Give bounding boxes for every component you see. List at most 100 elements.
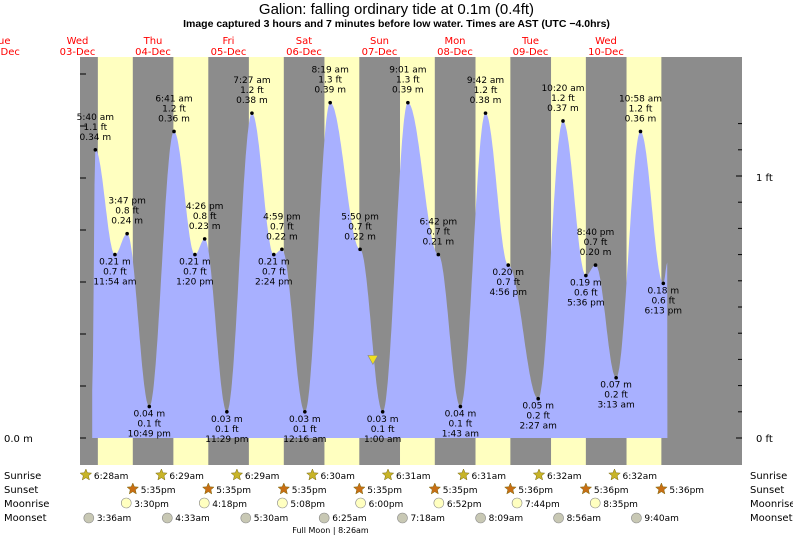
day-label: Wed [67, 36, 89, 47]
sunrise-time: 6:29am [245, 472, 280, 482]
moonrise-time: 6:00pm [369, 500, 404, 510]
sunset-time: 5:35pm [443, 486, 478, 496]
tide-meters-label: 0.03 m [289, 415, 321, 425]
moonset-icon [83, 512, 95, 524]
day-label: Mon [444, 36, 465, 47]
sunrise-icon [381, 468, 395, 481]
moonrise-time: 6:52pm [447, 500, 482, 510]
sunset-time: 5:35pm [141, 486, 176, 496]
sunset-icon [504, 482, 517, 495]
tide-time-label: 3:47 pm [108, 197, 146, 207]
tide-extreme-point [358, 247, 362, 252]
tide-extreme-point [147, 404, 152, 409]
tide-time-label: 11:54 am [93, 278, 136, 288]
tide-feet-label: 1.2 ft [240, 86, 264, 96]
sunrise-time: 6:32am [547, 472, 582, 482]
tide-meters-label: 0.22 m [266, 232, 298, 242]
tide-extreme-point [661, 281, 666, 286]
tide-feet-label: 0.6 ft [574, 289, 598, 299]
day-label: Thu [143, 36, 163, 47]
tide-time-label: 12:16 am [283, 435, 326, 445]
date-label: 06-Dec [286, 47, 322, 58]
tide-extreme-point [280, 247, 284, 252]
tide-extreme-point [458, 404, 463, 409]
tide-feet-label: 1.2 ft [162, 104, 186, 114]
tide-feet-label: 0.1 ft [449, 420, 473, 430]
tide-meters-label: 0.21 m [422, 238, 454, 248]
tide-time-label: 2:27 am [520, 422, 557, 432]
tide-feet-label: 0.7 ft [584, 238, 608, 248]
tide-extreme-point [561, 119, 565, 123]
tide-meters-label: 0.36 m [625, 114, 657, 124]
tide-extreme-point [436, 252, 441, 257]
date-label: 08-Dec [437, 47, 473, 58]
sunrise-time: 6:30am [320, 472, 355, 482]
tide-meters-label: 0.39 m [314, 86, 346, 96]
tide-time-label: 1:43 am [442, 430, 479, 440]
almanac-row-label-left: Moonset [4, 513, 47, 524]
sunset-time: 5:36pm [669, 486, 704, 496]
tide-feet-label: 1.1 ft [83, 123, 107, 133]
tide-extreme-point [113, 252, 117, 257]
day-label: Tue [521, 36, 539, 47]
day-label: Sun [370, 36, 389, 47]
tide-meters-label: 0.20 m [580, 248, 612, 258]
moonrise-icon [198, 497, 210, 509]
y-tick-label-right: 1 ft [756, 173, 773, 184]
tide-extreme-point [303, 410, 307, 414]
tide-meters-label: 0.03 m [211, 415, 243, 425]
moonset-time: 8:09am [489, 514, 524, 524]
tide-extreme-point [584, 273, 588, 278]
moonrise-time: 5:08pm [290, 500, 325, 510]
moonrise-time: 8:35pm [603, 500, 638, 510]
tide-extreme-point [614, 375, 618, 380]
tide-meters-label: 0.03 m [367, 415, 399, 425]
tide-time-label: 5:50 pm [341, 212, 379, 222]
tide-extreme-point [172, 129, 176, 134]
tide-feet-label: 0.7 ft [348, 222, 372, 232]
tide-extreme-point [93, 148, 98, 152]
tide-meters-label: 0.37 m [547, 104, 579, 114]
tide-time-label: 10:49 pm [128, 430, 171, 440]
tide-time-label: 4:26 pm [186, 202, 224, 212]
moonrise-time: 7:44pm [525, 500, 560, 510]
day-label: Wed [595, 36, 617, 47]
tide-time-label: 9:42 am [467, 76, 504, 86]
tide-extreme-point [506, 263, 511, 267]
tide-time-label: 6:42 pm [420, 218, 458, 228]
tide-meters-label: 0.34 m [79, 133, 111, 143]
sunset-icon [352, 482, 366, 495]
tide-feet-label: 0.7 ft [103, 268, 127, 278]
tide-feet-label: 0.7 ft [262, 268, 286, 278]
moonset-icon [631, 512, 642, 524]
moonrise-icon [277, 497, 288, 509]
almanac-row-label-right: Moonrise [750, 499, 793, 510]
tide-extreme-point [638, 129, 643, 134]
tide-feet-label: 0.2 ft [526, 412, 550, 422]
tide-time-label: 4:56 pm [489, 288, 527, 298]
sunrise-icon [79, 468, 93, 481]
moonset-icon [240, 512, 252, 524]
full-moon-label: Full Moon | 8:26am [292, 526, 369, 535]
tide-time-label: 4:59 pm [263, 212, 301, 222]
tide-time-label: 8:19 am [311, 66, 348, 76]
tide-meters-label: 0.04 m [133, 410, 165, 420]
y-axis-ticks [80, 73, 742, 439]
tide-time-label: 1:20 pm [176, 278, 214, 288]
tide-feet-label: 0.7 ft [183, 268, 207, 278]
tide-meters-label: 0.38 m [236, 96, 268, 106]
sunrise-icon [532, 468, 546, 481]
moonset-icon [553, 512, 564, 524]
sunrise-time: 6:31am [472, 472, 507, 482]
sunrise-icon [230, 468, 244, 481]
moonset-time: 7:18am [410, 514, 445, 524]
tide-feet-label: 0.8 ft [193, 212, 217, 222]
tide-extreme-point [380, 410, 385, 414]
sunset-time: 5:35pm [367, 486, 402, 496]
moonset-icon [318, 512, 330, 524]
tide-feet-label: 0.1 ft [293, 425, 317, 435]
tide-meters-label: 0.24 m [111, 217, 143, 227]
tide-feet-label: 1.2 ft [629, 104, 653, 114]
tide-extreme-point [483, 111, 488, 115]
